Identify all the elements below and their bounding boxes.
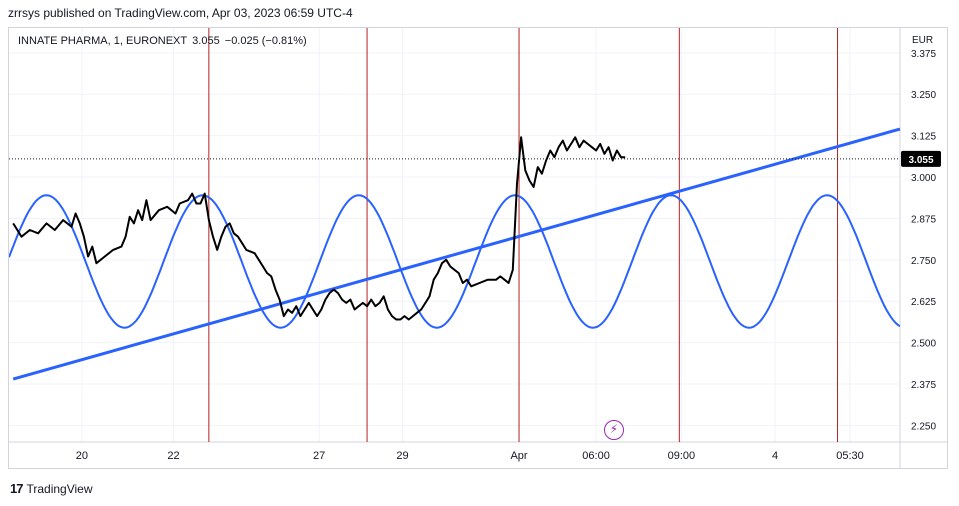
y-tick-label: 2.625 [911, 297, 936, 308]
chart-legend: INNATE PHARMA, 1, EURONEXT 3.055 −0.025 … [18, 35, 309, 47]
y-tick-label: 3.375 [911, 49, 936, 60]
currency-label[interactable]: EUR [912, 35, 934, 46]
y-tick-label: 2.750 [911, 256, 936, 267]
price-series-line [12, 136, 626, 321]
trend-line [12, 127, 901, 381]
symbol-label: INNATE PHARMA, 1, EURONEXT [18, 35, 188, 47]
tradingview-logo-icon: 17 [10, 481, 24, 496]
x-tick-label: 06:00 [582, 450, 610, 462]
sine-cycle-line [9, 194, 900, 329]
x-tick-label: 05:30 [836, 450, 864, 462]
x-tick-label: 4 [772, 450, 778, 462]
y-tick-label: 3.250 [911, 90, 936, 101]
brand-label: TradingView [26, 481, 93, 496]
x-tick-label: 20 [76, 450, 88, 462]
y-tick-label: 2.500 [911, 339, 936, 350]
publish-line: zrrsys published on TradingView.com, Apr… [8, 6, 353, 20]
x-tick-label: Apr [510, 450, 527, 462]
chart-frame [8, 27, 948, 469]
x-tick-label: 29 [396, 450, 408, 462]
y-tick-label: 3.000 [911, 173, 936, 184]
event-flash-icon[interactable]: ⚡ [604, 420, 624, 440]
last-price-tag [901, 150, 941, 167]
y-tick-label: 2.375 [911, 380, 936, 391]
x-tick-label: 22 [167, 450, 179, 462]
last-price-tag-label: 3.055 [908, 155, 933, 166]
y-tick-label: 2.875 [911, 214, 936, 225]
price-change: −0.025 (−0.81%) [224, 35, 307, 47]
footer-brand[interactable]: 17 TradingView [10, 481, 93, 496]
last-price-value: 3.055 [192, 35, 220, 47]
y-tick-label: 2.250 [911, 421, 936, 432]
y-tick-label: 3.125 [911, 132, 936, 143]
x-tick-label: 09:00 [668, 450, 696, 462]
x-tick-label: 27 [313, 450, 325, 462]
